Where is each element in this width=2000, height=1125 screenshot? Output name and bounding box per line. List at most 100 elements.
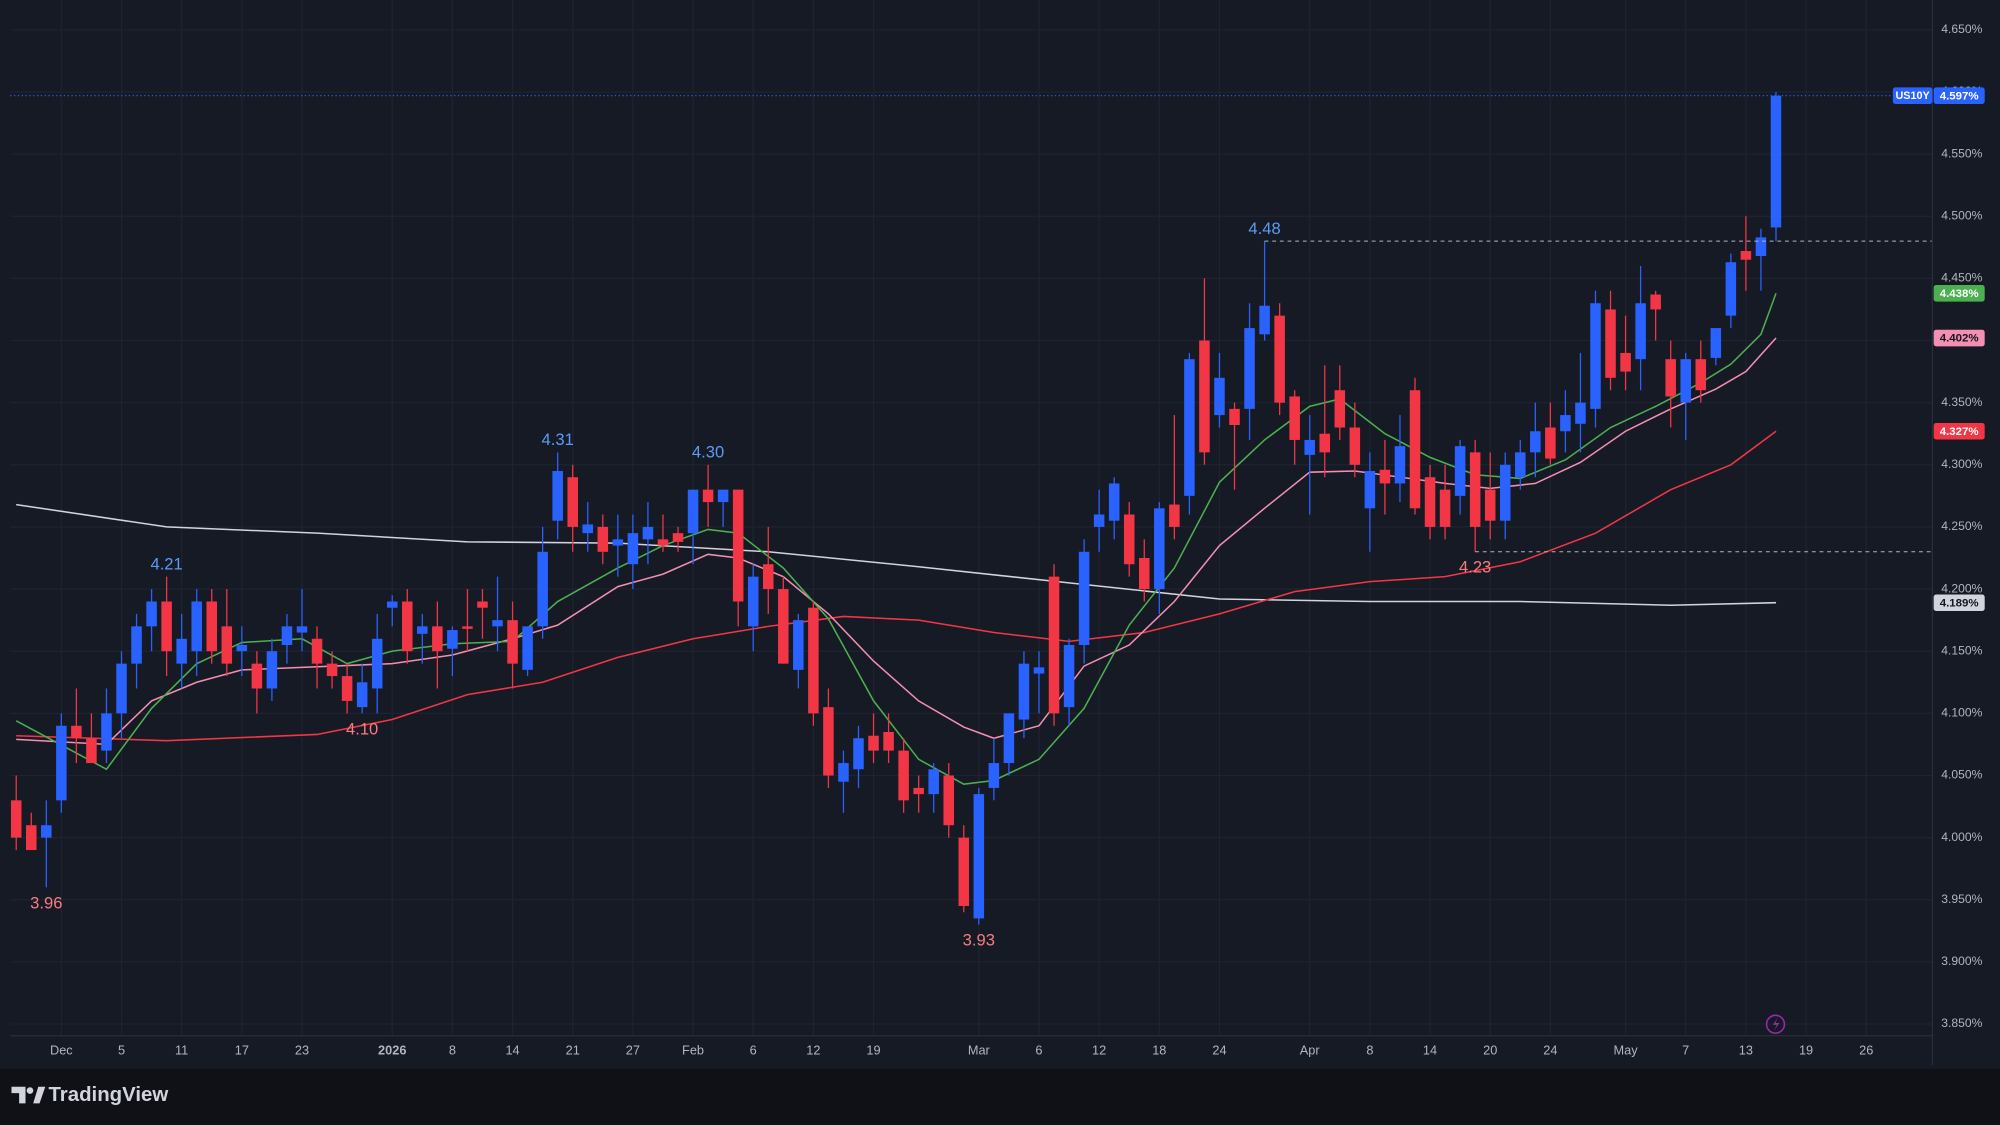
candle — [1394, 415, 1406, 503]
extreme-label: 3.93 — [963, 931, 995, 950]
candle-body — [101, 713, 112, 751]
price-badge-label: 4.402% — [1940, 333, 1979, 345]
candle — [71, 688, 82, 764]
x-tick-label: 6 — [750, 1042, 757, 1057]
candle — [1304, 415, 1315, 515]
candle-body — [1184, 359, 1195, 496]
candle-body — [10, 800, 22, 838]
candle — [868, 713, 879, 764]
candle-body — [402, 601, 413, 652]
candle-body — [1078, 551, 1090, 645]
candle — [672, 526, 684, 552]
candle-body — [1319, 433, 1331, 453]
candle-body — [1334, 390, 1346, 428]
candle — [597, 514, 609, 565]
candle-body — [1530, 431, 1541, 453]
candle — [1093, 489, 1105, 552]
x-tick-label: Mar — [968, 1042, 991, 1057]
candle-body — [717, 489, 729, 503]
extreme-label: 4.10 — [346, 719, 378, 738]
candle-body — [762, 564, 774, 590]
symbol-label: US10Y — [1895, 90, 1930, 102]
candle — [1334, 365, 1346, 440]
candle-body — [56, 725, 67, 801]
candle — [1469, 439, 1481, 552]
candle-body — [898, 750, 909, 801]
brand-logo[interactable]: TradingView — [11, 1084, 168, 1106]
y-tick-label: 4.050% — [1941, 768, 1982, 782]
x-tick-label: 5 — [118, 1042, 125, 1057]
replay-icon[interactable] — [1765, 1014, 1786, 1034]
y-tick-label: 4.350% — [1941, 395, 1982, 409]
candle-body — [823, 707, 834, 776]
x-tick-label: 26 — [1859, 1042, 1873, 1057]
candle-body — [1710, 328, 1722, 358]
candle-body — [1154, 508, 1165, 590]
candle — [958, 825, 970, 913]
candle-body — [236, 644, 248, 652]
candle — [838, 750, 849, 813]
candle — [1575, 352, 1586, 453]
x-tick-label: 19 — [866, 1042, 880, 1057]
candle-body — [1259, 305, 1270, 335]
candle-body — [161, 601, 172, 652]
candle-body — [567, 477, 578, 527]
candle-body — [1018, 663, 1030, 720]
candle — [1665, 340, 1676, 428]
price-badge — [1933, 87, 1985, 104]
candle-body — [1003, 713, 1015, 764]
axes: 3.850% 3.900% 3.950% 4.000% 4.050% 4.100% 4.15… — [50, 22, 1985, 1057]
candle-body — [793, 620, 804, 670]
candle — [447, 626, 458, 677]
extreme-label: 3.96 — [30, 893, 62, 912]
candle — [702, 464, 714, 527]
candle-body — [356, 682, 368, 708]
candle — [417, 613, 428, 664]
candle-body — [1469, 452, 1481, 527]
candle — [522, 626, 533, 677]
candle-body — [868, 735, 879, 751]
candle-body — [251, 663, 263, 689]
candle-body — [1214, 377, 1225, 416]
candle — [1169, 415, 1180, 540]
candle-body — [1770, 95, 1782, 228]
candle-body — [176, 638, 187, 664]
x-tick-label: 8 — [449, 1042, 456, 1057]
candle-body — [687, 489, 699, 534]
candle-body — [853, 738, 864, 770]
candle — [1605, 290, 1616, 391]
candle-body — [131, 626, 142, 664]
candle — [898, 738, 909, 813]
candle — [567, 464, 578, 552]
candle — [1364, 452, 1376, 552]
candle-body — [1545, 427, 1556, 459]
x-tick-label: 21 — [566, 1042, 580, 1057]
candle — [251, 651, 263, 714]
candle-body — [1755, 237, 1767, 257]
candle-body — [25, 825, 37, 851]
y-tick-label: 4.100% — [1941, 706, 1982, 720]
candle-body — [1665, 359, 1676, 397]
candle — [823, 688, 834, 788]
y-tick-label: 3.900% — [1941, 954, 1982, 968]
candle-body — [477, 601, 488, 608]
candle — [913, 775, 924, 813]
x-tick-label: 24 — [1543, 1042, 1557, 1057]
candle — [311, 626, 323, 689]
extreme-label: 4.31 — [542, 430, 574, 449]
moving-average-line — [16, 337, 1777, 746]
candle-body — [311, 638, 323, 664]
x-tick-label: 13 — [1739, 1042, 1753, 1057]
candle-body — [1635, 303, 1646, 360]
x-tick-label: 17 — [235, 1042, 249, 1057]
candle — [778, 576, 789, 664]
candle-body — [1108, 483, 1120, 521]
candle-body — [1725, 262, 1737, 316]
candle — [41, 800, 52, 888]
candle-body — [537, 551, 548, 627]
candle-body — [41, 825, 52, 838]
candle-body — [116, 663, 127, 714]
candle — [1078, 539, 1090, 664]
x-tick-label: 12 — [806, 1042, 820, 1057]
